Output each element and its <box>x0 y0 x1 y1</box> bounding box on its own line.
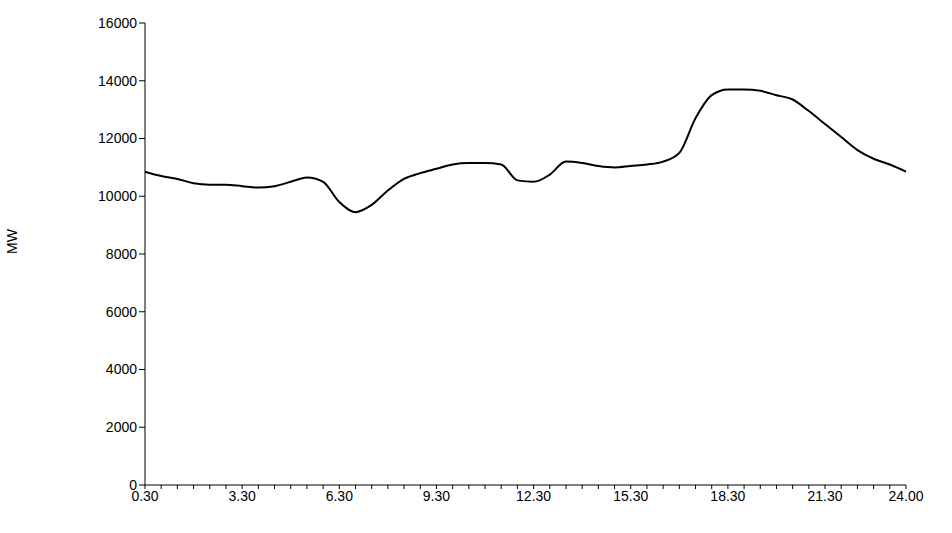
svg-text:10000: 10000 <box>98 188 137 204</box>
svg-text:MW: MW <box>4 228 20 254</box>
svg-text:3.30: 3.30 <box>229 488 256 504</box>
svg-text:12000: 12000 <box>98 130 137 146</box>
svg-text:12.30: 12.30 <box>516 488 551 504</box>
svg-text:6.30: 6.30 <box>326 488 353 504</box>
svg-text:18.30: 18.30 <box>710 488 745 504</box>
svg-text:16000: 16000 <box>98 15 137 31</box>
svg-text:0: 0 <box>129 477 137 493</box>
svg-text:8000: 8000 <box>106 246 137 262</box>
svg-text:24.00: 24.00 <box>888 488 923 504</box>
svg-text:9.30: 9.30 <box>423 488 450 504</box>
svg-text:4000: 4000 <box>106 361 137 377</box>
svg-text:15.30: 15.30 <box>613 488 648 504</box>
svg-text:21.30: 21.30 <box>808 488 843 504</box>
svg-text:0.30: 0.30 <box>131 487 159 504</box>
svg-text:14000: 14000 <box>98 73 137 89</box>
svg-text:2000: 2000 <box>106 419 137 435</box>
svg-text:6000: 6000 <box>106 304 137 320</box>
